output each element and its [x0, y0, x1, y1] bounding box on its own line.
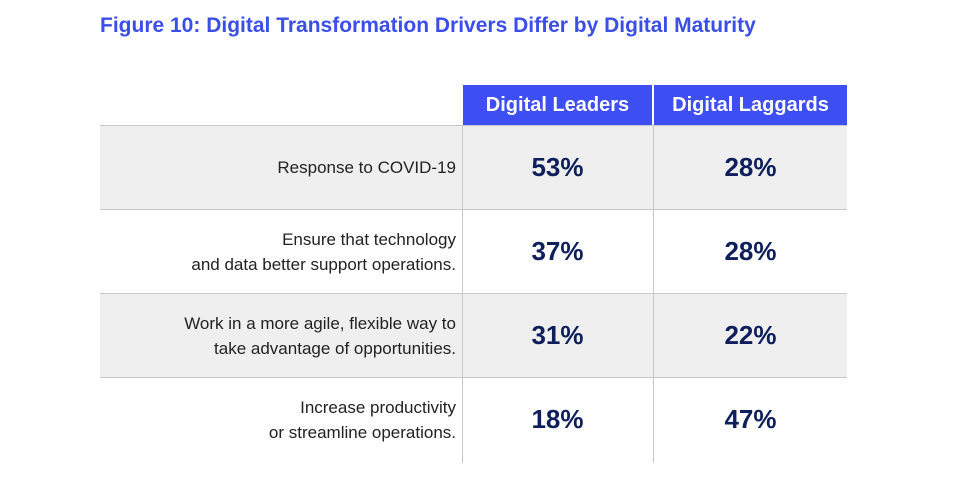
- row-label-line: take advantage of opportunities.: [214, 338, 456, 358]
- row-label: Response to COVID-19: [100, 126, 456, 209]
- data-table: Response to COVID-19 53% 28% Ensure that…: [100, 125, 847, 461]
- figure-title: Figure 10: Digital Transformation Driver…: [100, 14, 756, 37]
- table-row: Work in a more agile, flexible way to ta…: [100, 293, 847, 377]
- value-digital-leaders: 37%: [531, 236, 584, 266]
- value-digital-laggards: 22%: [724, 320, 777, 350]
- value-digital-laggards: 28%: [724, 236, 777, 266]
- table-row: Ensure that technology and data better s…: [100, 209, 847, 293]
- value-digital-laggards: 28%: [724, 152, 777, 182]
- row-label-line: Response to COVID-19: [277, 158, 456, 177]
- row-label: Ensure that technology and data better s…: [100, 210, 456, 293]
- row-label-line: or streamline operations.: [268, 422, 456, 442]
- column-divider: [462, 125, 463, 463]
- header-divider: [652, 85, 654, 125]
- table-row: Increase productivity or streamline oper…: [100, 377, 847, 461]
- row-label-line: Ensure that technology: [282, 229, 456, 249]
- value-digital-leaders: 31%: [531, 320, 584, 350]
- row-label: Increase productivity or streamline oper…: [100, 378, 456, 461]
- row-label: Work in a more agile, flexible way to ta…: [100, 294, 456, 377]
- column-divider: [653, 125, 654, 463]
- column-header-digital-laggards: Digital Laggards: [654, 85, 847, 125]
- column-header-digital-leaders: Digital Leaders: [463, 85, 652, 125]
- value-digital-laggards: 47%: [724, 404, 777, 434]
- row-label-line: Increase productivity: [300, 397, 456, 417]
- table-row: Response to COVID-19 53% 28%: [100, 125, 847, 209]
- row-label-line: and data better support operations.: [191, 254, 456, 274]
- value-digital-leaders: 18%: [531, 404, 584, 434]
- row-label-line: Work in a more agile, flexible way to: [184, 313, 456, 333]
- value-digital-leaders: 53%: [531, 152, 584, 182]
